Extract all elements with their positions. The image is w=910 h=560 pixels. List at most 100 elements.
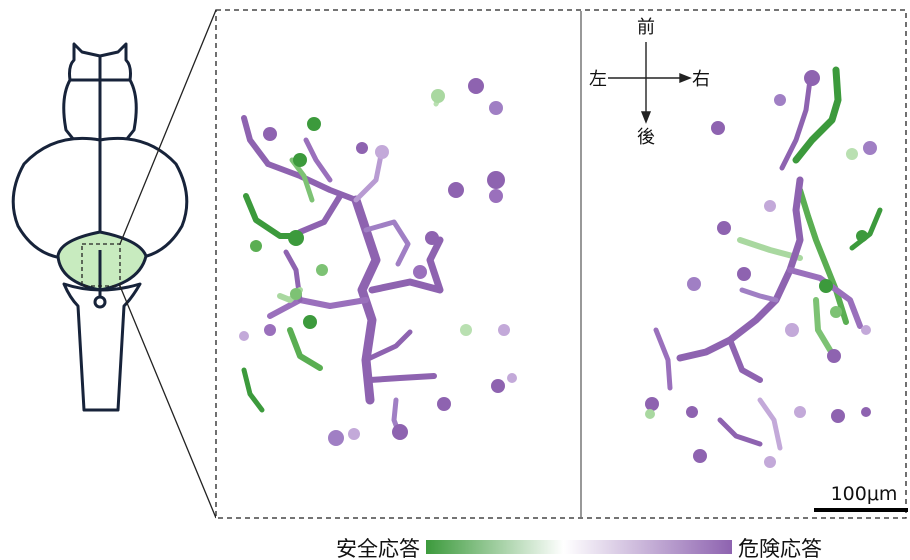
purple-process	[739, 287, 779, 303]
fourth-ventricle	[93, 295, 107, 309]
compass-anterior-label: 前	[637, 17, 655, 38]
green-cell	[303, 315, 317, 329]
green-process	[287, 327, 323, 371]
green-process	[813, 297, 833, 353]
purple-cell	[687, 277, 701, 291]
purple-process	[265, 161, 359, 203]
purple-cell	[831, 409, 845, 423]
green-cell	[460, 324, 472, 336]
green-process	[241, 367, 265, 413]
selection-box	[81, 243, 121, 287]
green-cell	[293, 153, 307, 167]
purple-cell	[645, 397, 659, 411]
green-process	[792, 66, 842, 164]
purple-cell	[437, 397, 451, 411]
purple-process	[303, 137, 333, 183]
purple-process	[653, 327, 673, 391]
purple-cell	[498, 324, 510, 336]
purple-cell	[861, 325, 871, 335]
purple-process	[363, 329, 413, 363]
purple-cell	[264, 324, 276, 336]
purple-process	[368, 236, 444, 294]
purple-cell	[861, 407, 871, 417]
compass-left-label: 左	[589, 69, 607, 90]
green-cell	[856, 230, 868, 242]
green-cell	[250, 240, 262, 252]
purple-process	[241, 115, 271, 167]
purple-cell	[448, 182, 464, 198]
green-cell	[645, 409, 655, 419]
purple-cell	[348, 428, 360, 440]
purple-cell	[375, 145, 389, 159]
purple-cell	[804, 70, 820, 86]
purple-cell	[717, 221, 731, 235]
right-panel-cells	[653, 66, 883, 451]
purple-cell	[507, 373, 517, 383]
purple-process	[267, 297, 369, 319]
purple-cell	[764, 200, 776, 212]
zoom-line-bottom	[119, 285, 217, 519]
green-cell	[290, 288, 302, 300]
purple-cell	[487, 171, 505, 189]
purple-cell	[686, 406, 698, 418]
purple-cell	[863, 141, 877, 155]
purple-process	[727, 337, 763, 383]
purple-process	[367, 373, 437, 383]
green-cell	[830, 306, 842, 318]
purple-process	[757, 397, 783, 451]
brain-diagram	[11, 42, 189, 260]
hindbrain	[62, 282, 142, 412]
legend-right-label: 危険応答	[738, 537, 822, 560]
purple-cell	[468, 78, 484, 94]
compass-right-label: 右	[692, 69, 710, 90]
purple-cell	[239, 331, 249, 341]
purple-cell	[764, 456, 776, 468]
green-cell	[846, 148, 858, 160]
scale-bar	[814, 508, 908, 512]
green-cell	[431, 89, 445, 103]
purple-cell	[489, 101, 503, 115]
green-process	[737, 237, 803, 261]
cerebellum-highlight	[56, 230, 148, 292]
purple-process	[787, 267, 863, 329]
left-panel-somata	[239, 78, 517, 446]
orientation-compass	[608, 42, 692, 124]
purple-process	[353, 147, 385, 203]
purple-process	[363, 219, 411, 267]
purple-cell	[328, 430, 344, 446]
arrow-right-icon	[679, 72, 692, 84]
scale-bar-label: 100μm	[831, 483, 898, 505]
arrow-down-icon	[640, 111, 652, 124]
green-cell	[819, 279, 833, 293]
purple-cell	[774, 94, 786, 106]
legend-gradient-bar	[426, 540, 732, 554]
zoom-panel-border	[215, 9, 907, 519]
purple-cell	[425, 231, 439, 245]
left-panel-cells	[241, 93, 444, 439]
purple-cell	[489, 189, 503, 203]
legend-left-label: 安全応答	[336, 537, 420, 560]
purple-cell	[794, 406, 806, 418]
purple-cell	[356, 142, 368, 154]
right-panel-somata	[645, 70, 877, 468]
purple-process	[297, 193, 343, 235]
green-process	[849, 207, 883, 251]
purple-process	[779, 77, 813, 171]
purple-cell	[827, 349, 841, 363]
purple-cell	[785, 323, 799, 337]
purple-cell	[737, 267, 751, 281]
green-process	[797, 187, 849, 325]
purple-cell	[263, 127, 277, 141]
purple-cell	[711, 121, 725, 135]
green-cell	[288, 230, 304, 246]
purple-process	[717, 417, 763, 447]
zoom-line-top	[119, 9, 217, 245]
purple-cell	[491, 379, 505, 393]
purple-cell	[693, 449, 707, 463]
green-cell	[307, 117, 321, 131]
purple-cell	[413, 265, 427, 279]
green-cell	[316, 264, 328, 276]
compass-posterior-label: 後	[637, 127, 655, 148]
purple-cell	[392, 424, 408, 440]
